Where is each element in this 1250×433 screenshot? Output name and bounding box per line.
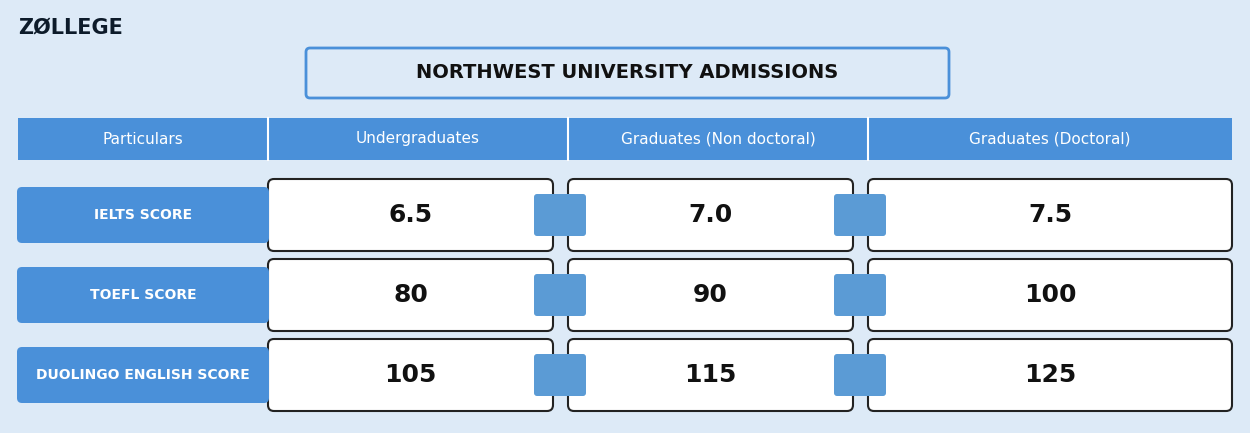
Text: IELTS SCORE: IELTS SCORE — [94, 208, 192, 222]
Text: TOEFL SCORE: TOEFL SCORE — [90, 288, 196, 302]
FancyBboxPatch shape — [834, 274, 886, 316]
Text: 90: 90 — [693, 283, 728, 307]
FancyBboxPatch shape — [834, 354, 886, 396]
FancyBboxPatch shape — [534, 194, 586, 236]
FancyBboxPatch shape — [834, 194, 886, 236]
Text: Graduates (Doctoral): Graduates (Doctoral) — [969, 132, 1131, 146]
FancyBboxPatch shape — [18, 118, 1232, 160]
FancyBboxPatch shape — [18, 187, 269, 243]
Text: 80: 80 — [392, 283, 428, 307]
Text: Undergraduates: Undergraduates — [356, 132, 480, 146]
Text: 6.5: 6.5 — [389, 203, 432, 227]
FancyBboxPatch shape — [568, 339, 852, 411]
Text: DUOLINGO ENGLISH SCORE: DUOLINGO ENGLISH SCORE — [36, 368, 250, 382]
FancyBboxPatch shape — [18, 267, 269, 323]
Text: Particulars: Particulars — [102, 132, 184, 146]
FancyBboxPatch shape — [18, 347, 269, 403]
FancyBboxPatch shape — [534, 274, 586, 316]
FancyBboxPatch shape — [268, 259, 552, 331]
FancyBboxPatch shape — [534, 354, 586, 396]
Text: 7.5: 7.5 — [1028, 203, 1072, 227]
FancyBboxPatch shape — [867, 179, 1232, 251]
Text: 115: 115 — [684, 363, 736, 387]
Text: 7.0: 7.0 — [689, 203, 732, 227]
FancyBboxPatch shape — [568, 179, 852, 251]
FancyBboxPatch shape — [867, 259, 1232, 331]
Text: NORTHWEST UNIVERSITY ADMISSIONS: NORTHWEST UNIVERSITY ADMISSIONS — [416, 64, 839, 83]
Text: 105: 105 — [384, 363, 436, 387]
Text: Graduates (Non doctoral): Graduates (Non doctoral) — [620, 132, 815, 146]
FancyBboxPatch shape — [867, 339, 1232, 411]
FancyBboxPatch shape — [268, 179, 552, 251]
Text: 100: 100 — [1024, 283, 1076, 307]
Text: ZØLLEGE: ZØLLEGE — [18, 18, 122, 38]
Text: 125: 125 — [1024, 363, 1076, 387]
FancyBboxPatch shape — [568, 259, 852, 331]
FancyBboxPatch shape — [306, 48, 949, 98]
FancyBboxPatch shape — [268, 339, 552, 411]
